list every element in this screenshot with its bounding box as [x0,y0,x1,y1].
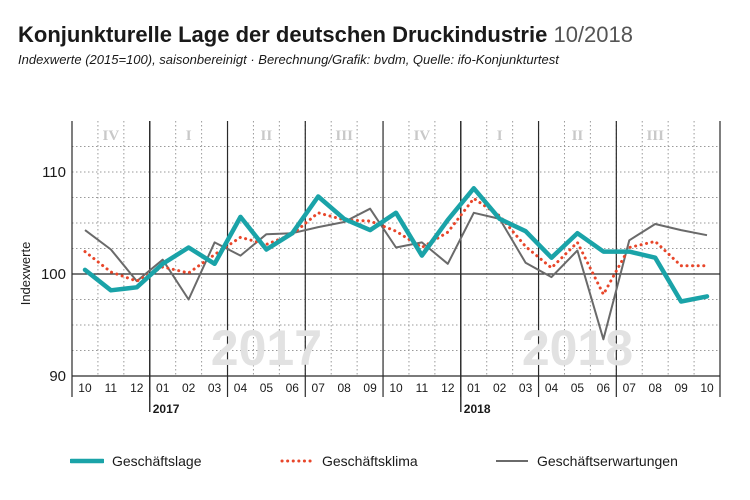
x-tick-label: 12 [441,381,455,395]
x-tick-label: 07 [623,381,637,395]
x-tick-label: 03 [519,381,533,395]
year-label: 2017 [153,402,180,416]
y-axis-title: Indexwerte [18,242,33,306]
x-tick-label: 02 [493,381,507,395]
x-tick-label: 08 [649,381,663,395]
legend-item-geschaeftsklima: Geschäftsklima [280,448,418,474]
x-tick-label: 05 [571,381,585,395]
x-tick-label: 01 [467,381,481,395]
quarter-label: I [497,128,503,144]
quarter-label: I [186,128,192,144]
series-line-geschaeftslage [82,186,710,304]
chart-title-main: Konjunkturelle Lage der deutschen Drucki… [18,22,548,47]
legend-swatch-dotted-red [280,459,314,463]
chart-title: Konjunkturelle Lage der deutschen Drucki… [18,22,738,48]
legend-label-geschaeftserwartungen: Geschäftserwartungen [537,453,678,469]
quarter-label: IV [414,128,431,144]
x-tick-label: 09 [363,381,377,395]
series-line-geschaeftsklima [83,197,709,296]
chart-subtitle: Indexwerte (2015=100), saisonbereinigt ·… [18,52,559,67]
legend-swatch-solid-teal [70,458,104,464]
x-tick-label: 03 [208,381,222,395]
x-tick-label: 05 [260,381,274,395]
quarter-label: II [572,128,584,144]
quarter-label: III [646,128,664,144]
x-tick-label: 09 [674,381,688,395]
x-tick-label: 07 [312,381,326,395]
x-tick-label: 10 [389,381,403,395]
x-tick-label: 11 [416,381,429,395]
x-tick-label: 06 [597,381,611,395]
series-line-geschaeftserwartungen [84,207,708,341]
legend-item-geschaeftslage: Geschäftslage [70,448,202,474]
chart-legend: Geschäftslage Geschäftsklima Geschäftser… [70,448,730,478]
chart-title-date: 10/2018 [553,22,633,47]
x-tick-label: 11 [105,381,118,395]
x-tick-label: 12 [130,381,144,395]
legend-swatch-solid-gray [496,460,528,462]
quarter-label: II [261,128,273,144]
y-tick-label: 110 [42,164,66,181]
legend-label-geschaeftsklima: Geschäftsklima [322,453,418,469]
x-tick-label: 10 [700,381,714,395]
year-watermark: 2017 [211,320,322,376]
x-tick-label: 01 [156,381,170,395]
x-tick-label: 08 [337,381,351,395]
x-tick-label: 04 [545,381,559,395]
legend-label-geschaeftslage: Geschäftslage [112,453,202,469]
x-tick-label: 02 [182,381,196,395]
quarter-label: IV [103,128,120,144]
y-tick-label: 90 [49,368,66,385]
x-tick-label: 06 [286,381,300,395]
year-watermark: 2018 [522,320,633,376]
year-label: 2018 [464,402,491,416]
x-tick-label: 04 [234,381,248,395]
x-tick-label: 10 [78,381,92,395]
legend-item-geschaeftserwartungen: Geschäftserwartungen [495,448,678,474]
y-tick-label: 100 [41,266,66,283]
chart-header: Konjunkturelle Lage der deutschen Drucki… [18,22,738,67]
quarter-label: III [335,128,353,144]
